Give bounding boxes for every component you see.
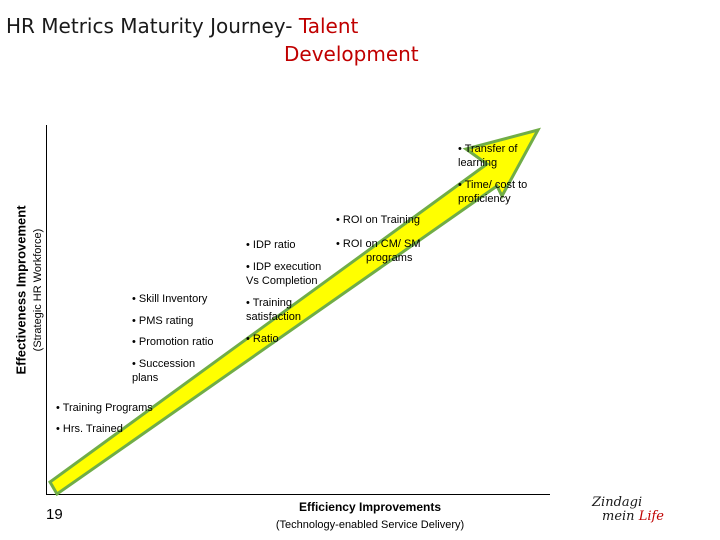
metric-roi-on-cm-sm-programs: • ROI on CM/ SM programs bbox=[336, 238, 421, 264]
page-number: 19 bbox=[46, 506, 63, 523]
metric-skill-inventory: • Skill Inventory bbox=[132, 293, 208, 305]
x-axis-sublabel: (Technology-enabled Service Delivery) bbox=[275, 519, 465, 531]
metric-succession-plans: • Succession plans bbox=[132, 358, 196, 384]
metric-hrs-trained: • Hrs. Trained bbox=[56, 423, 123, 435]
metric-roi-on-training: • ROI on Training bbox=[336, 214, 420, 226]
metric-transfer-of-learning: • Transfer of learning bbox=[458, 143, 518, 169]
x-axis-line bbox=[46, 494, 550, 495]
growth-arrow-shape bbox=[48, 127, 541, 497]
metric-promotion-ratio: • Promotion ratio bbox=[132, 336, 214, 348]
title-highlight: Talent bbox=[298, 14, 359, 38]
metric-training-satisfaction: • Training satisfaction bbox=[246, 297, 302, 323]
brand-logo: Zindagi mein Life bbox=[592, 495, 664, 524]
y-axis-line bbox=[46, 125, 47, 495]
metric-training-programs: • Training Programs bbox=[56, 402, 153, 414]
x-axis-label: Efficiency Improvements bbox=[298, 500, 442, 514]
metric-time-cost-to-proficiency: • Time/ cost to proficiency bbox=[458, 179, 528, 205]
metric-idp-ratio: • IDP ratio bbox=[246, 239, 296, 251]
page-title: HR Metrics Maturity Journey- Talent Deve… bbox=[6, 12, 419, 68]
metric-ratio: • Ratio bbox=[246, 333, 279, 345]
metric-pms-rating: • PMS rating bbox=[132, 315, 194, 327]
title-highlight-line2: Development bbox=[284, 42, 419, 66]
metric-idp-execution: • IDP execution Vs Completion bbox=[246, 261, 322, 287]
title-part1: HR Metrics Maturity Journey- bbox=[6, 14, 299, 38]
